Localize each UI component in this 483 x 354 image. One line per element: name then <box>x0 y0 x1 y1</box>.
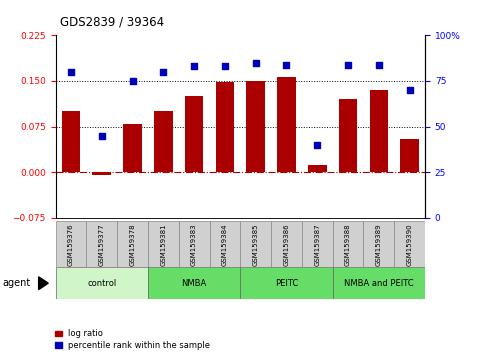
Point <box>375 62 383 67</box>
Bar <box>123 124 142 172</box>
Bar <box>148 267 241 299</box>
Text: GSM159376: GSM159376 <box>68 223 74 266</box>
Text: PEITC: PEITC <box>275 279 298 288</box>
Bar <box>302 221 333 267</box>
Bar <box>86 221 117 267</box>
Bar <box>271 221 302 267</box>
Point <box>283 62 290 67</box>
Bar <box>364 221 394 267</box>
Text: NMBA and PEITC: NMBA and PEITC <box>344 279 413 288</box>
Text: GDS2839 / 39364: GDS2839 / 39364 <box>60 15 165 28</box>
Bar <box>277 77 296 172</box>
Bar <box>333 221 364 267</box>
Bar <box>148 221 179 267</box>
Point <box>344 62 352 67</box>
Bar <box>179 221 210 267</box>
Point <box>221 64 229 69</box>
Bar <box>308 165 327 172</box>
Text: NMBA: NMBA <box>182 279 207 288</box>
Point <box>190 64 198 69</box>
Text: GSM159386: GSM159386 <box>284 223 289 266</box>
Bar <box>56 267 148 299</box>
Text: GSM159389: GSM159389 <box>376 223 382 266</box>
Text: GSM159383: GSM159383 <box>191 223 197 266</box>
Bar <box>92 172 111 175</box>
Point <box>67 69 75 75</box>
Polygon shape <box>39 277 48 290</box>
Text: agent: agent <box>2 278 30 288</box>
Bar <box>62 112 80 172</box>
Bar <box>246 81 265 172</box>
Bar <box>154 112 172 172</box>
Bar <box>394 221 425 267</box>
Bar <box>400 139 419 172</box>
Bar <box>210 221 240 267</box>
Bar <box>240 267 333 299</box>
Bar <box>240 221 271 267</box>
Point <box>98 133 106 138</box>
Text: GSM159384: GSM159384 <box>222 223 228 266</box>
Text: GSM159388: GSM159388 <box>345 223 351 266</box>
Text: GSM159390: GSM159390 <box>407 223 412 266</box>
Bar <box>333 267 425 299</box>
Bar <box>56 221 86 267</box>
Bar <box>185 96 203 172</box>
Text: GSM159387: GSM159387 <box>314 223 320 266</box>
Bar <box>117 221 148 267</box>
Point <box>159 69 167 75</box>
Bar <box>339 99 357 172</box>
Bar <box>215 82 234 172</box>
Text: GSM159378: GSM159378 <box>129 223 136 266</box>
Legend: log ratio, percentile rank within the sample: log ratio, percentile rank within the sa… <box>55 329 210 350</box>
Text: control: control <box>87 279 116 288</box>
Point <box>128 78 136 84</box>
Point <box>406 87 413 93</box>
Text: GSM159385: GSM159385 <box>253 223 259 266</box>
Point <box>313 142 321 148</box>
Text: GSM159377: GSM159377 <box>99 223 105 266</box>
Bar <box>369 90 388 172</box>
Point <box>252 60 259 65</box>
Text: GSM159381: GSM159381 <box>160 223 166 266</box>
